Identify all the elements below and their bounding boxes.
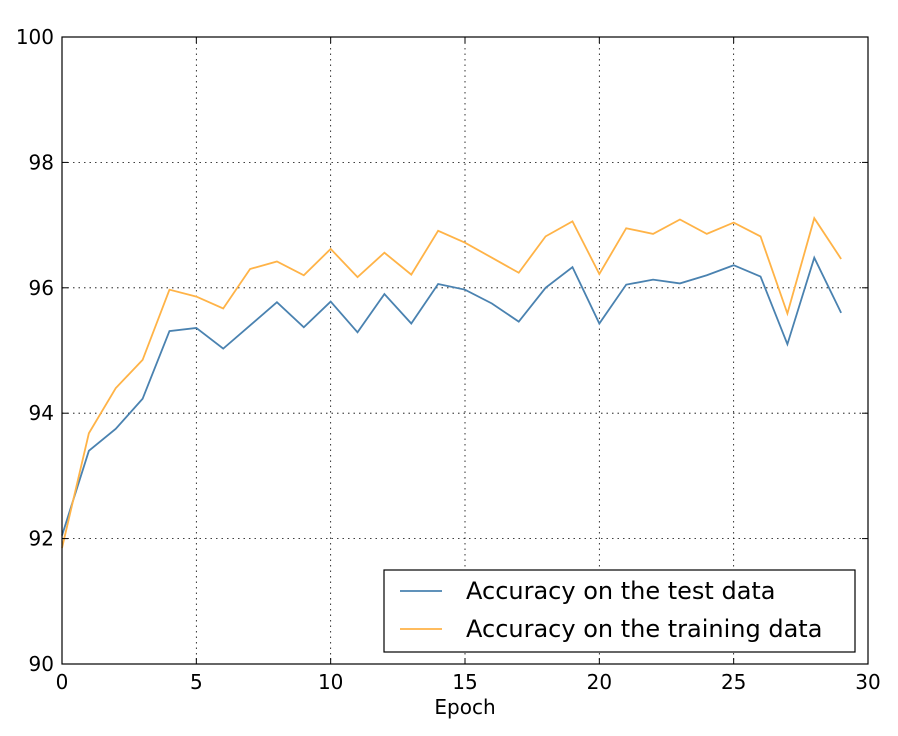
x-tick-label: 5 bbox=[190, 670, 203, 694]
legend-box bbox=[383, 569, 856, 653]
y-tick-label: 100 bbox=[16, 25, 54, 49]
series-layer bbox=[61, 216, 842, 549]
legend: Accuracy on the test data Accuracy on th… bbox=[383, 569, 856, 653]
x-axis-label: Epoch bbox=[434, 695, 495, 719]
y-tick-label: 90 bbox=[29, 652, 54, 676]
legend-label-test: Accuracy on the test data bbox=[466, 577, 776, 605]
x-tick-label: 10 bbox=[318, 670, 343, 694]
series-line-1 bbox=[61, 216, 842, 549]
y-tick-label: 94 bbox=[29, 401, 54, 425]
axis-ticks: 0 5 10 15 20 25 30 90 92 94 96 98 100 bbox=[16, 25, 881, 694]
x-tick-label: 30 bbox=[855, 670, 880, 694]
y-tick-label: 98 bbox=[29, 150, 54, 174]
x-tick-label: 0 bbox=[56, 670, 69, 694]
x-tick-label: 20 bbox=[587, 670, 612, 694]
grid bbox=[62, 37, 868, 664]
x-tick-label: 15 bbox=[452, 670, 477, 694]
x-tick-label: 25 bbox=[721, 670, 746, 694]
y-tick-label: 96 bbox=[29, 276, 54, 300]
legend-label-training: Accuracy on the training data bbox=[466, 615, 822, 643]
series-line-0 bbox=[61, 255, 842, 536]
y-tick-label: 92 bbox=[29, 527, 54, 551]
